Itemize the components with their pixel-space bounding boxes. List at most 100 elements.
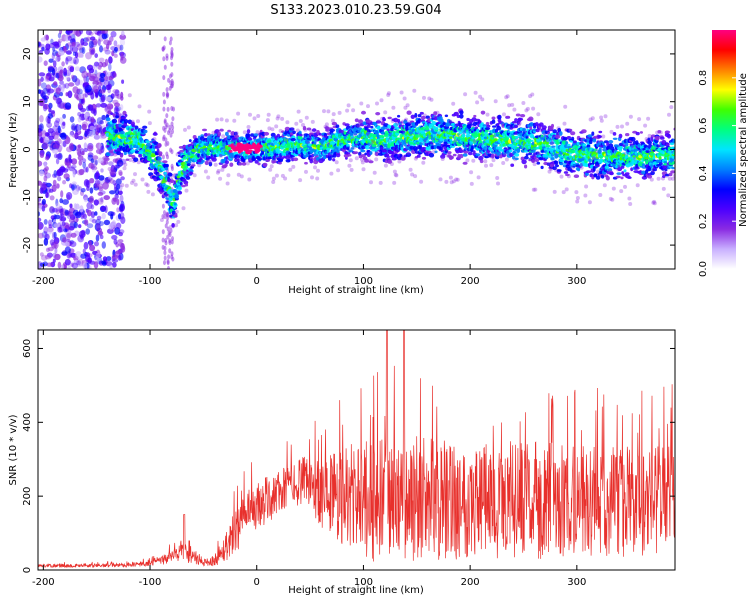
heat-blob (95, 148, 103, 154)
heat-blob (66, 232, 71, 241)
heat-blob (119, 104, 124, 111)
heat-blob (78, 168, 85, 176)
heat-blob (221, 134, 226, 139)
heat-blob (41, 129, 47, 135)
heat-blob (64, 136, 71, 145)
heat-blob (115, 178, 122, 185)
heat-blob (162, 106, 166, 112)
heat-blob (103, 195, 110, 201)
heat-blob (271, 180, 276, 184)
heat-blob (162, 99, 166, 105)
heat-blob (47, 247, 54, 252)
heat-blob (444, 114, 449, 118)
heat-blob (435, 126, 439, 131)
heat-blob (397, 159, 402, 164)
heat-blob (170, 166, 174, 172)
heat-blob (164, 137, 168, 143)
heat-blob (167, 77, 171, 83)
heat-blob (485, 112, 490, 117)
heat-blob (479, 159, 484, 164)
heat-blob (102, 181, 109, 190)
heat-blob (611, 186, 616, 191)
heat-blob (619, 189, 624, 194)
heat-blob (130, 180, 134, 185)
heat-blob (421, 146, 427, 151)
heat-blob (397, 114, 401, 118)
heat-blob (277, 161, 282, 165)
heat-blob (45, 34, 49, 41)
heat-blob (444, 179, 449, 184)
heat-blob (559, 162, 564, 166)
heat-blob (204, 160, 209, 166)
heat-blob (372, 170, 377, 175)
heat-blob (579, 165, 584, 170)
heat-blob (108, 223, 114, 230)
heat-blob (86, 261, 90, 269)
heat-blob (505, 115, 511, 119)
heat-blob (238, 153, 243, 156)
heat-blob (514, 157, 519, 161)
heat-blob (584, 184, 589, 189)
heat-blob (304, 161, 308, 165)
heat-blob (311, 128, 317, 132)
heat-blob (39, 252, 44, 257)
heat-blob (119, 212, 125, 220)
heat-blob (228, 149, 233, 153)
heat-blob (177, 151, 181, 155)
heat-blob (163, 64, 167, 70)
heat-blob (42, 142, 49, 150)
heat-blob (40, 92, 47, 99)
heat-blob (186, 163, 191, 167)
heat-blob (246, 129, 251, 134)
heat-blob (54, 120, 60, 128)
heat-blob (416, 154, 421, 158)
heat-blob (86, 72, 92, 77)
heat-blob (529, 139, 534, 142)
heat-blob (170, 72, 174, 78)
heat-blob (95, 170, 100, 178)
heat-blob (72, 51, 77, 56)
heat-blob (163, 245, 167, 251)
heat-blob (97, 38, 101, 46)
heat-blob (262, 162, 268, 167)
heat-blob (84, 90, 89, 98)
heat-blob (78, 159, 83, 166)
heat-blob (101, 30, 109, 35)
heat-blob (93, 134, 101, 140)
heat-blob (256, 157, 263, 161)
heat-blob (93, 30, 98, 34)
heat-blob (82, 41, 89, 47)
heat-blob (164, 172, 168, 177)
heat-blob (233, 131, 238, 137)
heat-blob (157, 156, 162, 161)
heat-blob (71, 75, 78, 83)
figure-title: S133.2023.010.23.59.G04 (270, 3, 441, 18)
heat-blob (161, 154, 165, 160)
heat-blob (84, 84, 92, 93)
heat-blob (59, 30, 63, 35)
heat-blob (103, 219, 111, 226)
heat-blob (571, 170, 576, 173)
heat-blob (337, 110, 342, 115)
heat-blob (449, 155, 454, 160)
heat-blob (47, 226, 54, 233)
heat-blob (115, 94, 120, 99)
heat-blob (60, 190, 64, 198)
heat-blob (105, 96, 112, 102)
heat-blob (236, 172, 241, 177)
heat-blob (234, 131, 239, 136)
heat-blob (207, 133, 211, 136)
heat-blob (52, 60, 57, 68)
heat-blob (94, 159, 99, 166)
heat-blob (119, 194, 124, 203)
heat-blob (236, 158, 240, 162)
heat-blob (336, 149, 340, 154)
heat-blob (188, 139, 192, 143)
heat-blob (583, 193, 588, 198)
heat-blob (504, 157, 509, 162)
heat-blob (87, 104, 94, 111)
heat-blob (57, 125, 61, 134)
heat-blob (554, 160, 559, 165)
heat-blob (174, 213, 178, 218)
heat-blob (163, 255, 167, 261)
